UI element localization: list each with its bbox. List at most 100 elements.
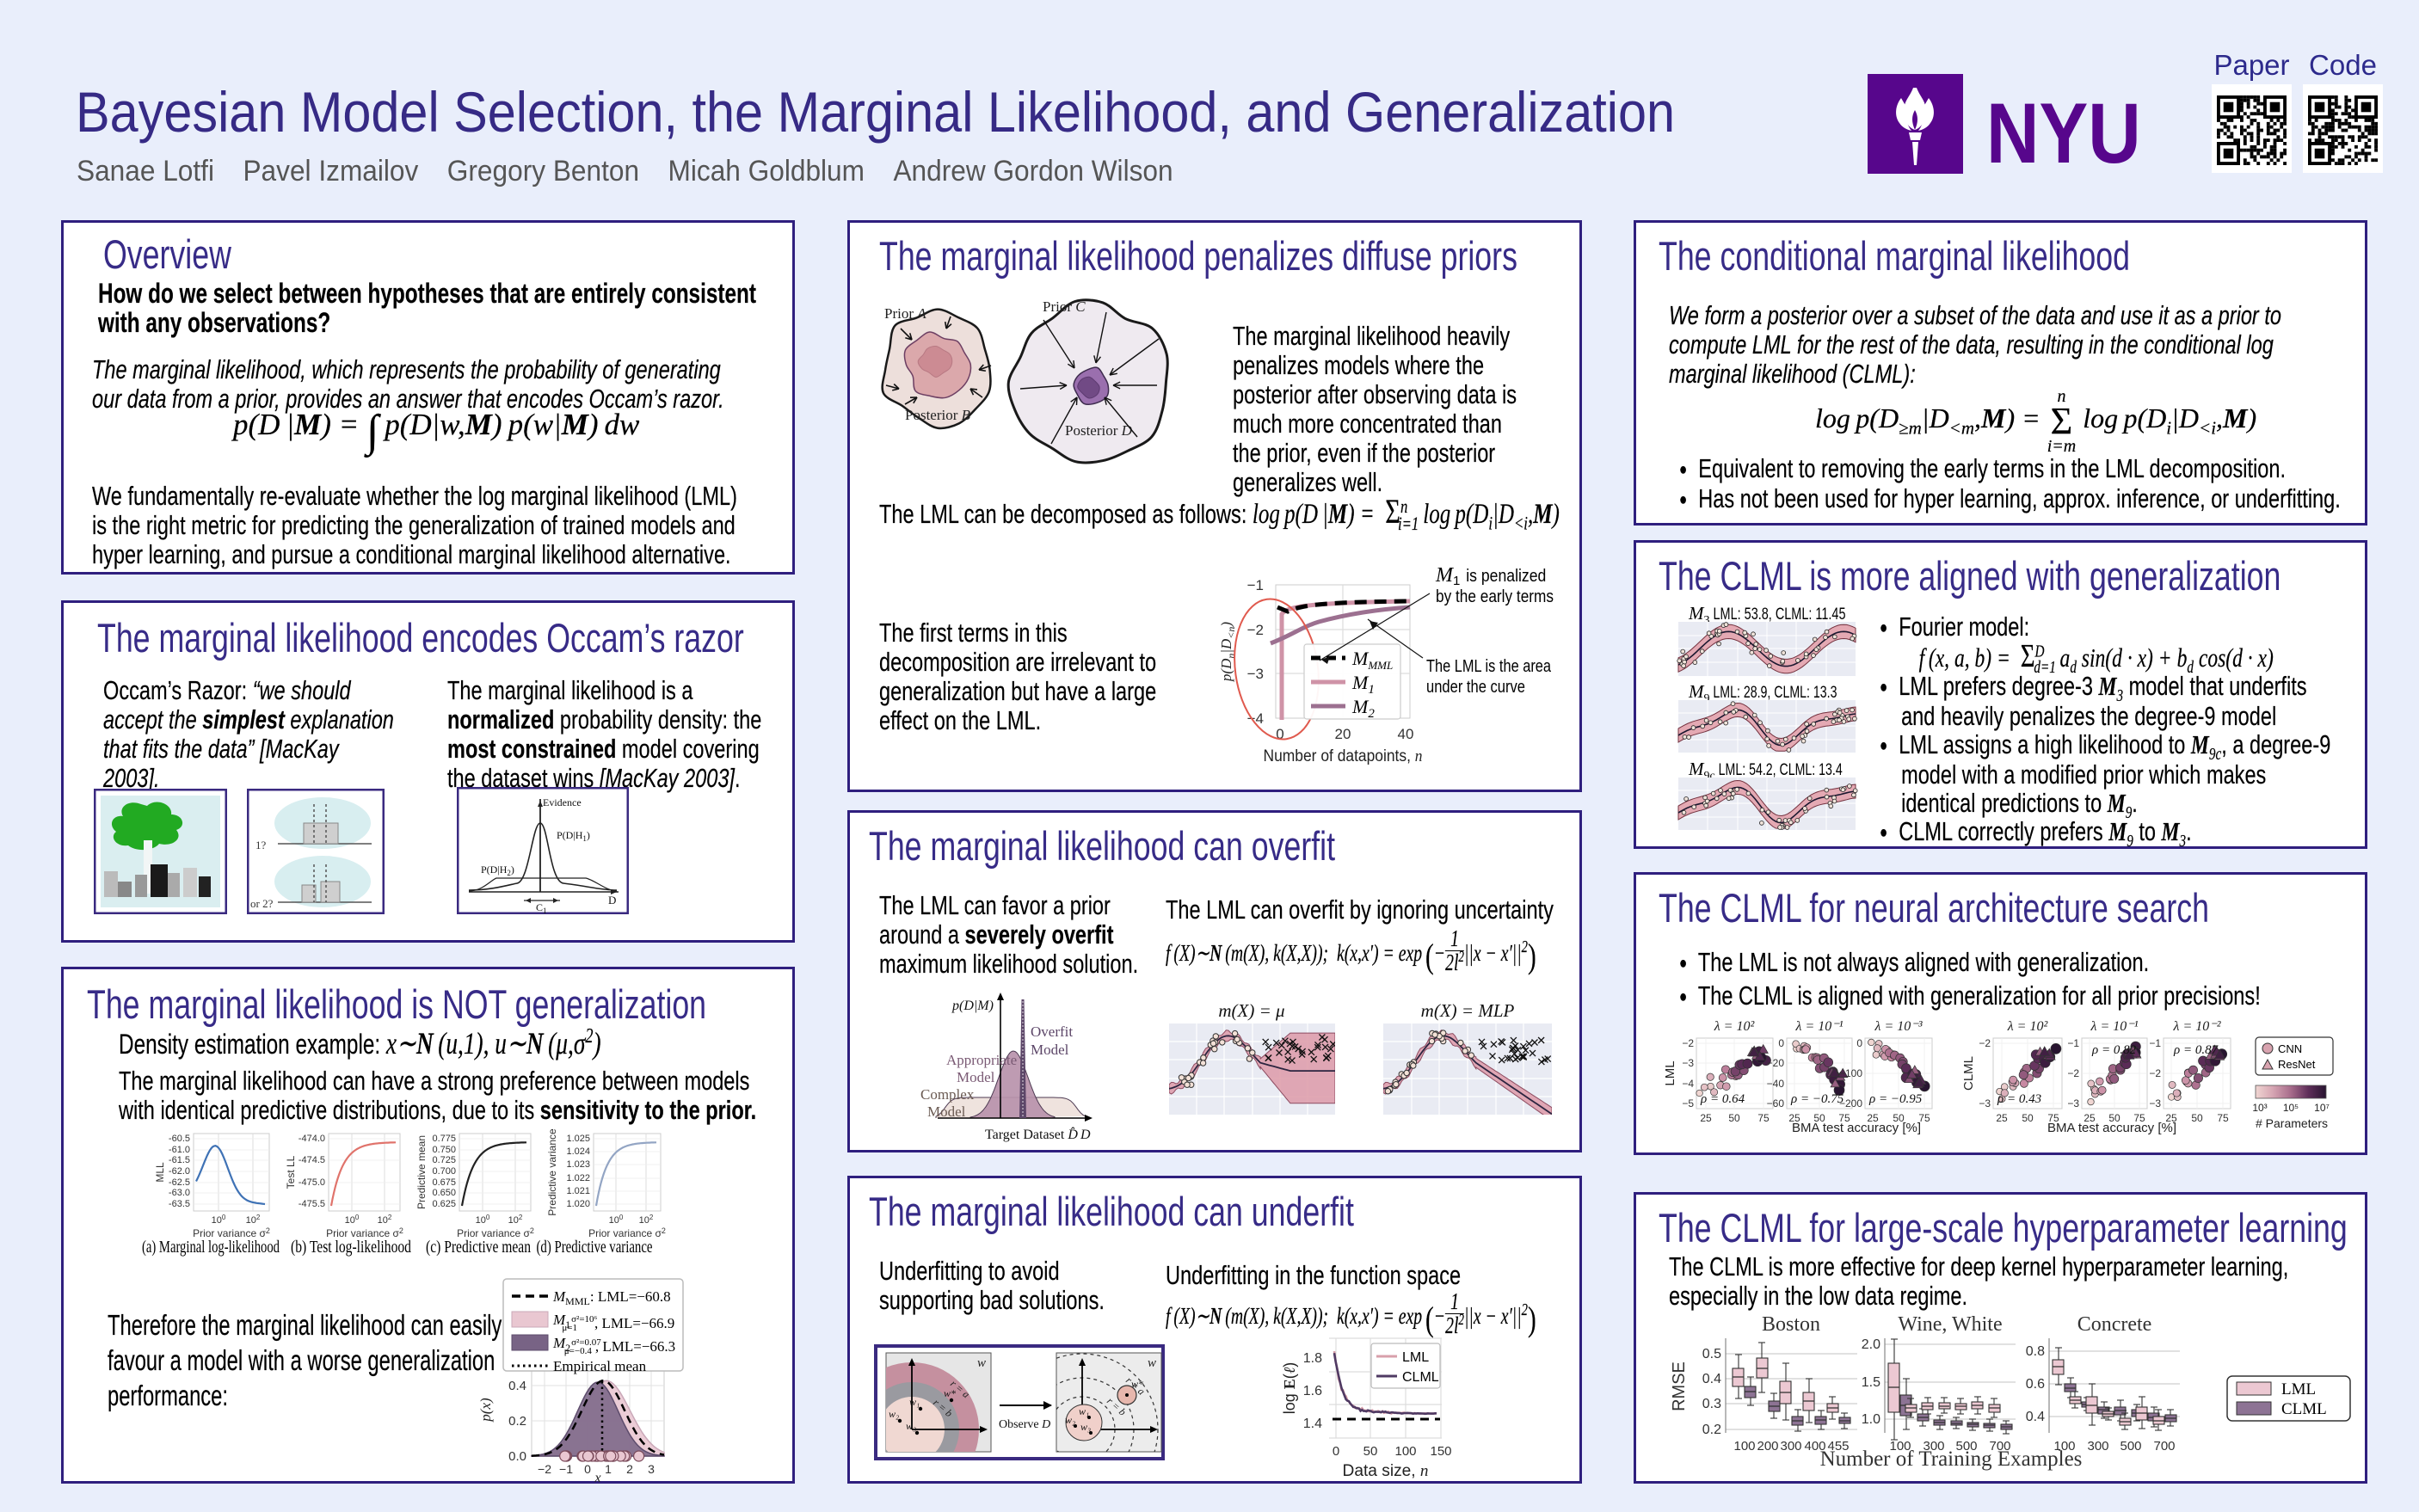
svg-text:100: 100 [1733,1439,1755,1454]
svg-text:0.650: 0.650 [432,1188,456,1198]
svg-text:0.3: 0.3 [1702,1397,1721,1411]
svg-text:Prior variance σ2: Prior variance σ2 [588,1226,666,1239]
svg-text:−2: −2 [1247,622,1264,638]
svg-text:Prior A: Prior A [884,305,926,322]
svg-text:1.0: 1.0 [1862,1412,1880,1427]
svg-text:Posterior D: Posterior D [1065,422,1133,439]
svg-text:40: 40 [1398,726,1414,742]
svg-text:−3: −3 [1682,1057,1694,1069]
svg-text:ρ = 0.87: ρ = 0.87 [2173,1043,2219,1057]
svg-text:400: 400 [1804,1439,1825,1454]
svg-text:by the early terms: by the early terms [1436,587,1554,606]
svg-text:0: 0 [1856,1037,1862,1049]
svg-text:w*: w* [944,1387,956,1399]
svg-text:0: 0 [584,1462,591,1476]
svg-text:−1: −1 [2067,1037,2079,1049]
svg-text:1.021: 1.021 [566,1186,590,1196]
svg-text:CLML: CLML [1402,1370,1439,1385]
svg-text:CLML: CLML [1961,1056,1976,1091]
svg-text:w₂: w₂ [889,1408,899,1420]
svg-text:M9 LML: 28.9, CLML: 13.3: M9 LML: 28.9, CLML: 13.3 [1688,681,1837,705]
svg-text:−2: −2 [1682,1037,1694,1049]
svg-text:D: D [608,894,616,907]
svg-text:Model: Model [1031,1042,1069,1058]
svg-text:0: 0 [1276,726,1283,742]
svg-text:p(D|M): p(D|M) [951,999,994,1013]
svg-text:w*: w* [1131,1378,1143,1390]
svg-text:75: 75 [1838,1112,1850,1124]
svg-text:RMSE: RMSE [1670,1361,1689,1411]
svg-text:Model: Model [927,1103,966,1120]
svg-text:−1: −1 [559,1462,573,1476]
svg-text:Target Dataset D̂: Target Dataset D̂ [985,1126,1078,1142]
svg-text:0.8: 0.8 [2026,1344,2045,1359]
svg-text:500: 500 [1955,1439,1977,1454]
svg-text:Prior variance σ2: Prior variance σ2 [326,1226,403,1239]
svg-text:−2: −2 [2149,1067,2161,1079]
svg-text:50: 50 [2022,1112,2034,1124]
svg-text:p(x): p(x) [477,1398,494,1423]
svg-text:0.2: 0.2 [508,1414,526,1429]
svg-text:(d) Predictive variance: (d) Predictive variance [537,1238,653,1257]
svg-text:1?: 1? [255,839,267,851]
svg-text:0.700: 0.700 [432,1166,456,1177]
svg-text:0: 0 [1778,1037,1784,1049]
svg-text:-63.5: -63.5 [169,1199,190,1209]
svg-text:ρ = −0.75: ρ = −0.75 [1790,1092,1844,1106]
svg-text:Model: Model [957,1069,995,1085]
svg-text:700: 700 [2153,1439,2175,1454]
svg-text:−4: −4 [1682,1078,1694,1090]
svg-text:0.6: 0.6 [2026,1377,2045,1392]
svg-text:BMA test accuracy [%]: BMA test accuracy [%] [1792,1121,1921,1135]
svg-text:m(X) = MLP: m(X) = MLP [1421,1000,1515,1021]
svg-text:1.023: 1.023 [566,1159,590,1170]
svg-text:0.775: 0.775 [432,1134,456,1144]
svg-text:Number of Training Examples: Number of Training Examples [1820,1447,2083,1471]
svg-text:Prior variance σ2: Prior variance σ2 [457,1226,534,1239]
svg-text:−1: −1 [2149,1037,2161,1049]
svg-text:10³: 10³ [2252,1102,2267,1114]
svg-text:25: 25 [1996,1112,2008,1124]
svg-text:−100: −100 [1839,1067,1862,1079]
svg-text:−40: −40 [1767,1078,1785,1090]
svg-text:Concrete: Concrete [2077,1313,2152,1336]
svg-text:Empirical mean: Empirical mean [553,1358,647,1374]
svg-text:3: 3 [648,1462,655,1476]
svg-text:−2: −2 [2067,1067,2079,1079]
svg-text:100: 100 [2053,1439,2075,1454]
svg-text:75: 75 [1918,1112,1930,1124]
svg-text:log E(ℓ): log E(ℓ) [1281,1362,1298,1415]
svg-text:75: 75 [1757,1112,1770,1124]
svg-text:ρ = 0.64: ρ = 0.64 [1700,1092,1745,1106]
svg-text:1.022: 1.022 [566,1173,590,1183]
svg-text:700: 700 [1989,1439,2010,1454]
svg-text:(a) Marginal log-likelihood: (a) Marginal log-likelihood [142,1238,280,1257]
svg-text:Boston: Boston [1762,1313,1820,1336]
svg-text:LML: LML [2281,1380,2316,1398]
svg-text:Overfit: Overfit [1031,1023,1073,1040]
svg-text:w: w [1148,1356,1156,1370]
svg-text:λ = 10²: λ = 10² [1714,1019,1756,1034]
svg-text:M3 LML: 53.8, CLML: 11.45: M3 LML: 53.8, CLML: 11.45 [1688,603,1846,627]
svg-text:50: 50 [1363,1444,1378,1459]
svg-text:D: D [1080,1128,1091,1142]
svg-text:(b) Test log-likelihood: (b) Test log-likelihood [291,1238,411,1257]
svg-text:M2 σ²=0.07μ=−0.4, LML=−66.3: M2 σ²=0.07 μ=−0.4, LML=−66.3 [552,1335,675,1356]
svg-text:w₁: w₁ [1079,1405,1089,1417]
svg-text:Test LL: Test LL [285,1155,297,1189]
svg-text:w₃: w₃ [906,1420,916,1432]
svg-text:−20: −20 [1767,1057,1785,1069]
svg-text:-475.5: -475.5 [299,1199,325,1209]
svg-text:CNN: CNN [2278,1042,2302,1055]
svg-text:50: 50 [1813,1112,1825,1124]
svg-text:λ = 10²: λ = 10² [2007,1019,2049,1034]
svg-text:0.4: 0.4 [508,1379,526,1393]
svg-text:Data size, n: Data size, n [1343,1462,1429,1480]
svg-text:ρ = 0.82: ρ = 0.82 [2091,1043,2137,1057]
svg-text:Prior variance σ2: Prior variance σ2 [193,1226,270,1239]
svg-text:ResNet: ResNet [2278,1058,2316,1071]
svg-text:or 2?: or 2? [250,897,274,910]
svg-text:Prior C: Prior C [1043,298,1086,315]
svg-text:1.8: 1.8 [1303,1351,1322,1366]
svg-text:The LML is the area: The LML is the area [1426,657,1552,676]
